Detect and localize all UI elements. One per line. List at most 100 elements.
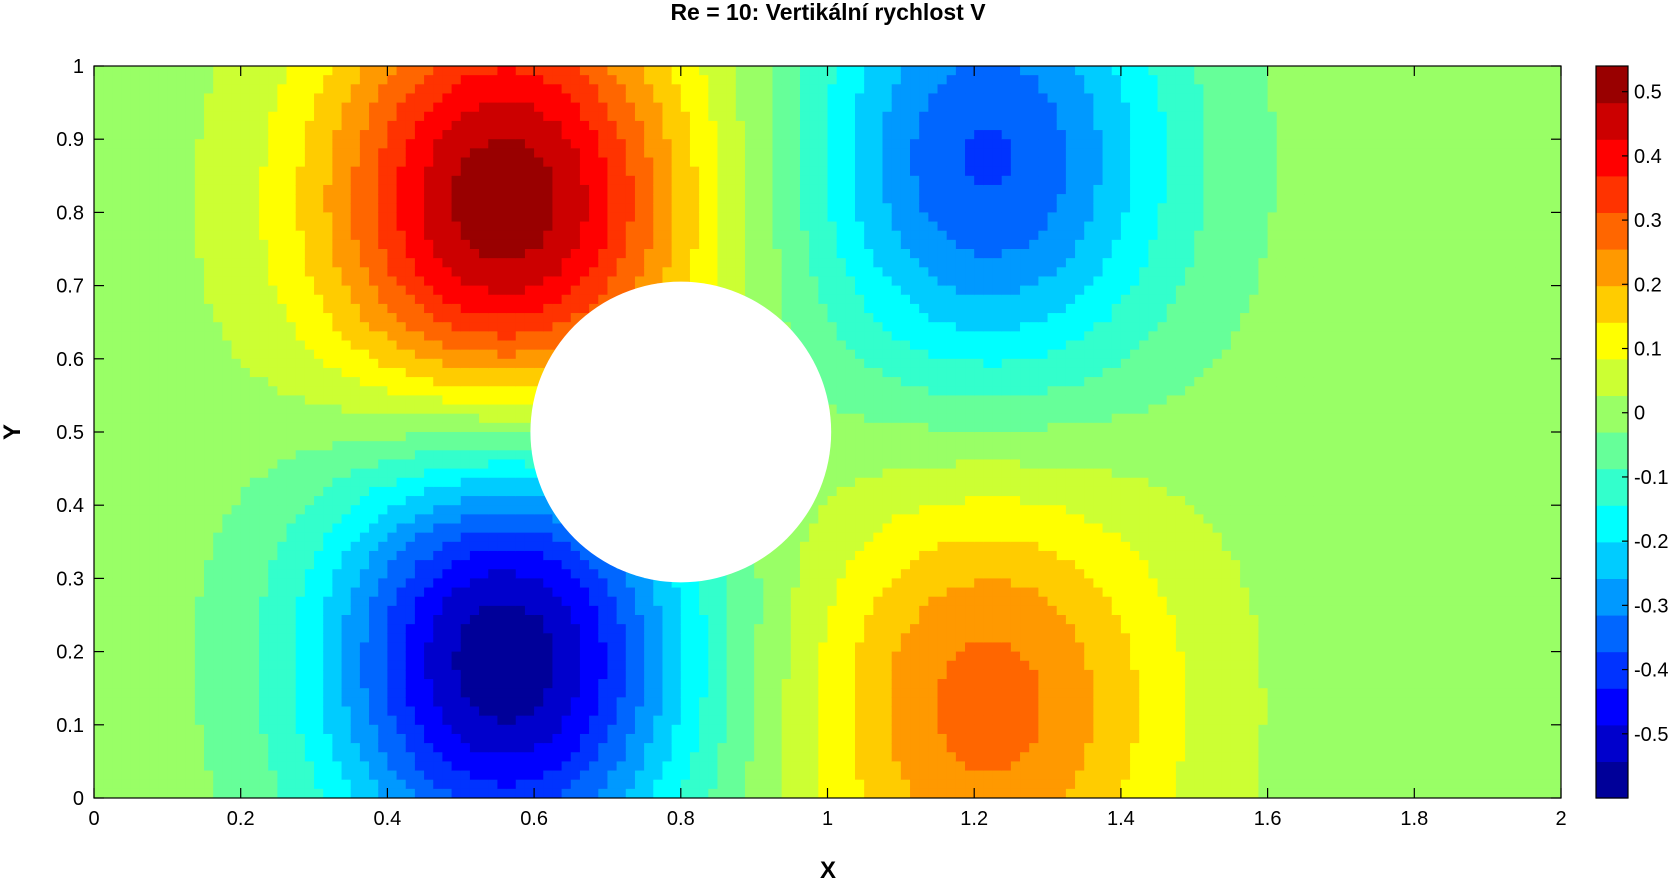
contour-cell bbox=[543, 139, 554, 149]
contour-cell bbox=[460, 486, 471, 497]
contour-cell bbox=[387, 486, 398, 497]
contour-cell bbox=[304, 532, 315, 543]
contour-cell bbox=[167, 596, 178, 607]
contour-cell bbox=[644, 75, 654, 85]
contour-cell bbox=[369, 587, 379, 598]
contour-cell bbox=[323, 550, 333, 561]
contour-cell bbox=[506, 413, 517, 424]
contour-cell bbox=[497, 651, 508, 662]
contour-cell bbox=[396, 569, 407, 579]
contour-cell bbox=[653, 239, 664, 250]
contour-cell bbox=[121, 569, 132, 579]
contour-cell bbox=[314, 377, 324, 387]
contour-cell bbox=[414, 340, 425, 351]
contour-cell bbox=[515, 120, 526, 131]
contour-cell bbox=[350, 679, 361, 689]
contour-cell bbox=[387, 377, 398, 387]
contour-cell bbox=[442, 624, 453, 634]
contour-cell bbox=[616, 651, 627, 662]
contour-cell bbox=[488, 157, 499, 168]
contour-cell bbox=[231, 358, 242, 369]
contour-cell bbox=[607, 276, 618, 287]
contour-cell bbox=[524, 349, 535, 360]
contour-cell bbox=[204, 358, 214, 369]
contour-cell bbox=[204, 605, 214, 616]
contour-cell bbox=[249, 587, 260, 598]
contour-cell bbox=[103, 203, 113, 213]
contour-cell bbox=[314, 514, 324, 525]
contour-cell bbox=[167, 459, 178, 470]
contour-cell bbox=[304, 239, 315, 250]
contour-cell bbox=[341, 239, 352, 250]
contour-cell bbox=[662, 230, 673, 241]
contour-cell bbox=[424, 349, 434, 360]
contour-cell bbox=[433, 340, 444, 351]
contour-cell bbox=[268, 660, 278, 671]
contour-cell bbox=[149, 733, 159, 744]
contour-cell bbox=[139, 276, 150, 287]
contour-cell bbox=[469, 413, 480, 424]
contour-cell bbox=[158, 276, 168, 287]
contour-cell bbox=[222, 432, 233, 442]
contour-cell bbox=[396, 377, 407, 387]
contour-cell bbox=[598, 66, 609, 76]
contour-cell bbox=[295, 157, 306, 168]
contour-cell bbox=[579, 679, 590, 689]
contour-cell bbox=[185, 578, 196, 589]
contour-cell bbox=[497, 276, 508, 287]
contour-cell bbox=[469, 322, 480, 332]
contour-cell bbox=[579, 194, 590, 204]
contour-cell bbox=[94, 441, 104, 451]
contour-cell bbox=[286, 175, 297, 186]
contour-cell bbox=[249, 605, 260, 616]
contour-cell bbox=[286, 624, 297, 634]
contour-cell bbox=[185, 249, 196, 259]
contour-cell bbox=[204, 221, 214, 232]
contour-cell bbox=[543, 239, 554, 250]
contour-cell bbox=[561, 788, 572, 798]
contour-cell bbox=[524, 66, 535, 76]
contour-cell bbox=[277, 66, 288, 76]
contour-cell bbox=[479, 578, 489, 589]
contour-cell bbox=[442, 294, 453, 305]
contour-cell bbox=[332, 75, 343, 85]
contour-cell bbox=[94, 514, 104, 525]
contour-cell bbox=[213, 441, 223, 451]
contour-cell bbox=[405, 450, 416, 461]
contour-cell bbox=[579, 615, 590, 625]
contour-cell bbox=[378, 505, 388, 515]
contour-cell bbox=[369, 93, 379, 104]
contour-cell bbox=[515, 239, 526, 250]
contour-cell bbox=[213, 624, 223, 634]
contour-cell bbox=[433, 102, 444, 113]
contour-cell bbox=[424, 386, 434, 396]
contour-cell bbox=[451, 633, 462, 644]
contour-cell bbox=[497, 139, 508, 149]
contour-cell bbox=[94, 532, 104, 543]
contour-cell bbox=[579, 605, 590, 616]
contour-cell bbox=[506, 578, 517, 589]
contour-cell bbox=[460, 642, 471, 653]
contour-cell bbox=[524, 779, 535, 790]
contour-cell bbox=[644, 194, 654, 204]
contour-cell bbox=[579, 697, 590, 708]
contour-cell bbox=[524, 230, 535, 241]
contour-cell bbox=[405, 605, 416, 616]
contour-cell bbox=[561, 303, 572, 314]
contour-cell bbox=[488, 221, 499, 232]
contour-cell bbox=[350, 459, 361, 470]
contour-cell bbox=[112, 459, 123, 470]
contour-cell bbox=[268, 550, 278, 561]
contour-cell bbox=[268, 578, 278, 589]
contour-cell bbox=[497, 660, 508, 671]
contour-cell bbox=[396, 523, 407, 534]
contour-cell bbox=[204, 788, 214, 798]
contour-cell bbox=[506, 194, 517, 204]
contour-cell bbox=[176, 66, 187, 76]
contour-cell bbox=[304, 294, 315, 305]
contour-cell bbox=[185, 688, 196, 698]
contour-cell bbox=[323, 377, 333, 387]
contour-cell bbox=[479, 459, 489, 470]
contour-cell bbox=[259, 386, 269, 396]
contour-cell bbox=[277, 139, 288, 149]
